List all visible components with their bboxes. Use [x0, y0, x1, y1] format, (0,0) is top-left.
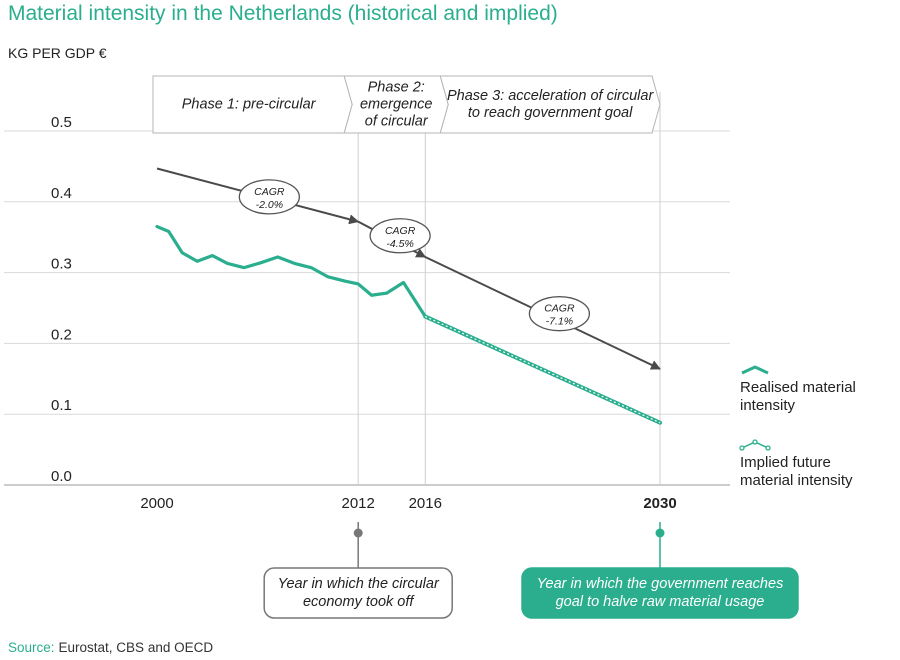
y-axis-unit: KG PER GDP €	[8, 45, 107, 61]
cagr-value: -7.1%	[546, 316, 573, 328]
legend-label: Realised material intensity	[740, 379, 856, 414]
callout-box	[263, 567, 453, 619]
year-callouts: Year in which the circular economy took o…	[263, 522, 799, 619]
callout-text-line: Year in which the circular	[278, 576, 440, 592]
cagr-bubble	[528, 296, 591, 332]
x-axis-ticks: 2000 2012 2016 2030	[140, 495, 676, 512]
data-series	[155, 224, 662, 425]
cagr-label: CAGR	[254, 186, 285, 198]
legend-swatch-dot	[765, 445, 771, 451]
callout-text: Year in which the circular economy took o…	[278, 576, 440, 610]
callout-text-line: goal to halve raw material usage	[556, 594, 765, 610]
gridlines	[4, 130, 730, 486]
legend-label-line: Realised material	[740, 379, 856, 396]
cagr-bubble	[369, 218, 431, 254]
y-tick-label: 0.5	[51, 114, 72, 131]
realised-series-line	[155, 224, 427, 319]
phase-label-line: Phase 3: acceleration of circular	[447, 88, 654, 104]
callout-box	[521, 567, 799, 619]
phase-label: Phase 1: pre-circular	[182, 97, 317, 113]
legend-swatch-realised	[741, 365, 769, 375]
phase-label-line: of circular	[365, 114, 429, 130]
phase-banner: Phase 1: pre-circular Phase 2: emergence of…	[152, 75, 661, 134]
phase-label-line: emergence	[360, 97, 433, 113]
y-tick-label: 0.0	[51, 468, 72, 485]
x-tick-label: 2012	[342, 495, 375, 512]
legend-label-line: intensity	[740, 397, 796, 414]
y-tick-label: 0.2	[51, 326, 72, 343]
phase-label-line: to reach government goal	[468, 105, 633, 121]
y-tick-label: 0.3	[51, 256, 72, 273]
phase-label: Phase 2: emergence of circular	[360, 80, 433, 130]
callout-text: Year in which the government reaches goal…	[537, 576, 784, 610]
source-label: Source:	[8, 640, 55, 655]
phase-label-line: Phase 2:	[368, 80, 425, 96]
cagr-trend-line: CAGR-2.0%CAGR-4.5%CAGR-7.1%	[156, 167, 661, 370]
cagr-label: CAGR	[544, 303, 575, 315]
callout-text-line: Year in which the government reaches	[537, 576, 784, 592]
legend-swatch-dot	[752, 439, 758, 445]
x-tick-label: 2000	[140, 495, 173, 512]
callout-text-line: economy took off	[303, 594, 415, 610]
legend-label-line: Implied future	[740, 454, 831, 471]
callout-dot	[655, 528, 665, 538]
legend-label-line: material intensity	[740, 472, 853, 489]
phase-chevron	[439, 75, 661, 134]
implied-series-line	[423, 314, 662, 425]
phase-label: Phase 3: acceleration of circular to reac…	[447, 88, 654, 121]
callout-dot	[353, 528, 363, 538]
y-tick-label: 0.4	[51, 185, 72, 202]
chart-title: Material intensity in the Netherlands (h…	[8, 2, 558, 25]
x-tick-label: 2030	[643, 495, 676, 512]
source-note: Source: Eurostat, CBS and OECD	[8, 640, 213, 655]
legend-swatch-dot	[739, 445, 745, 451]
phase-boundary-lines	[357, 92, 661, 485]
legend-label: Implied future material intensity	[740, 454, 853, 489]
cagr-value: -4.5%	[386, 238, 413, 250]
cagr-value: -2.0%	[256, 199, 283, 211]
cagr-label: CAGR	[385, 225, 416, 237]
phase-label-line: Phase 1: pre-circular	[182, 97, 317, 113]
y-tick-label: 0.1	[51, 397, 72, 414]
cagr-bubble	[238, 179, 300, 215]
x-tick-label: 2016	[409, 495, 442, 512]
y-axis-ticks: 0.5 0.4 0.3 0.2 0.1 0.0	[51, 114, 72, 485]
legend: Realised material intensity Implied future…	[739, 365, 856, 489]
source-text: Eurostat, CBS and OECD	[59, 640, 214, 655]
